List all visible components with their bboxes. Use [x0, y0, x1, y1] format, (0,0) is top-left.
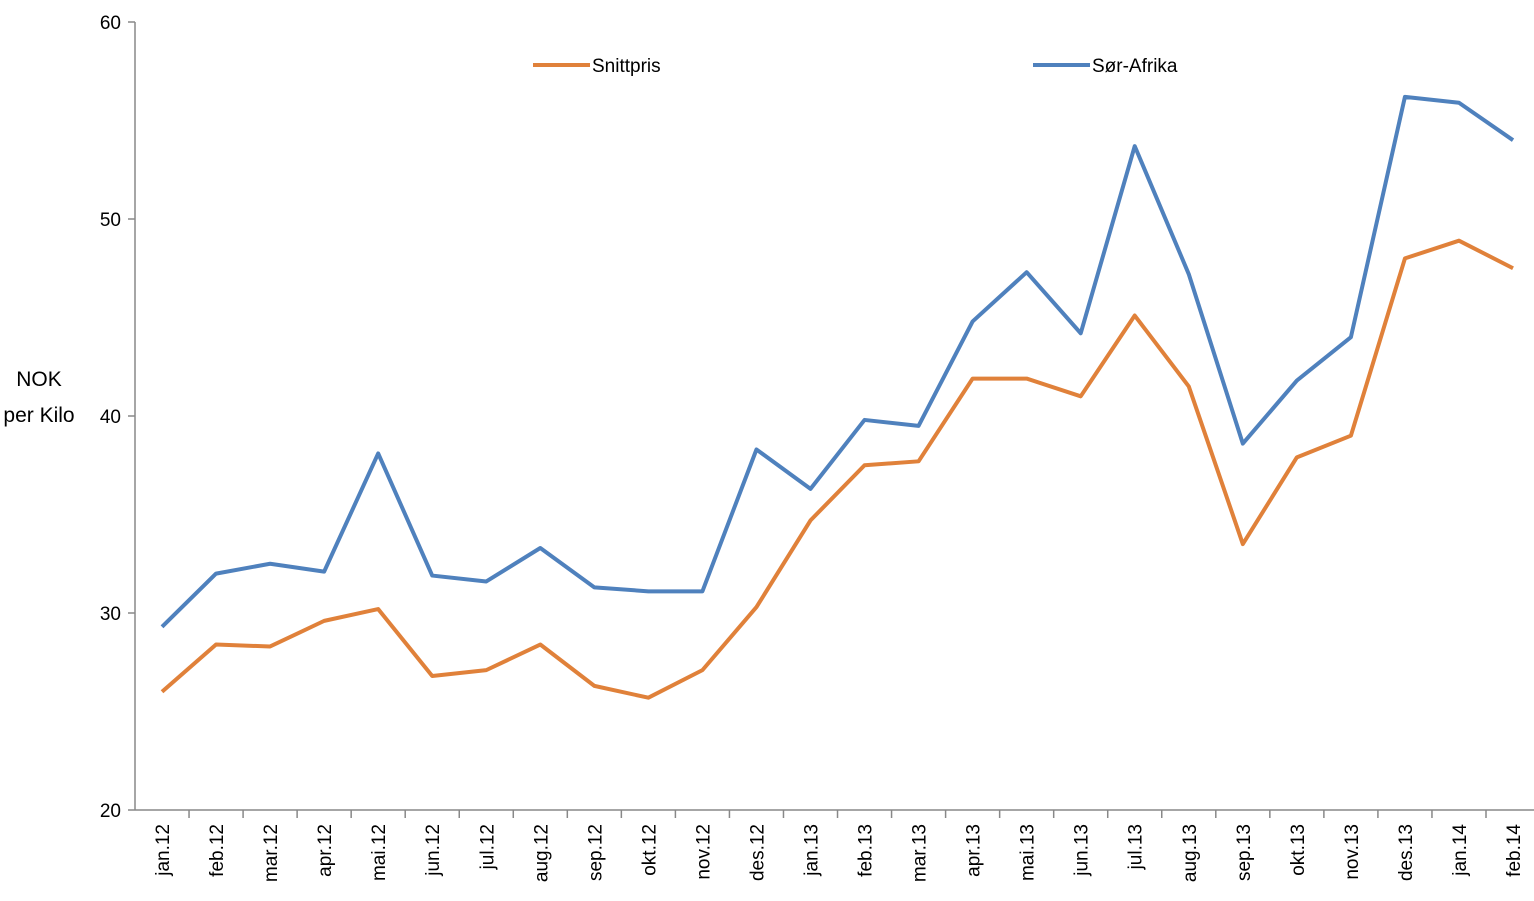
x-tick-label: feb.13 [856, 824, 877, 877]
x-tick-label: nov.13 [1342, 824, 1363, 880]
x-tick-label: apr.12 [315, 824, 336, 877]
x-tick-label: sep.12 [585, 824, 606, 881]
y-tick-label: 30 [100, 604, 121, 625]
x-tick-label: mai.13 [1018, 824, 1039, 881]
x-tick-label: feb.12 [207, 824, 228, 877]
x-tick-label: nov.12 [693, 824, 714, 880]
series-line [160, 238, 1514, 700]
x-tick-label: okt.13 [1288, 824, 1309, 876]
x-tick-label: mai.12 [369, 824, 390, 881]
x-tick-label: feb.14 [1504, 824, 1525, 877]
y-tick-label: 60 [100, 13, 121, 34]
x-tick-label: des.12 [747, 824, 768, 881]
x-tick-label: jun.13 [1072, 824, 1093, 877]
y-tick-label: 40 [100, 407, 121, 428]
x-tick-label: jul.13 [1126, 824, 1147, 870]
x-tick-label: aug.12 [531, 824, 552, 882]
x-tick-label: jan.14 [1450, 824, 1471, 877]
legend-label: Snittpris [592, 56, 661, 77]
x-tick-label: okt.12 [639, 824, 660, 876]
x-tick-label: sep.13 [1234, 824, 1255, 881]
y-tick-label: 20 [100, 801, 121, 822]
x-tick-label: mar.12 [261, 824, 282, 882]
x-tick-label: des.13 [1396, 824, 1417, 881]
x-tick-label: jan.13 [802, 824, 823, 877]
x-tick-label: jun.12 [423, 824, 444, 877]
series-line [160, 94, 1515, 629]
x-tick-label: mar.13 [910, 824, 931, 882]
x-tick-label: jul.12 [477, 824, 498, 870]
legend-label: Sør-Afrika [1092, 56, 1178, 77]
y-tick-label: 50 [100, 210, 121, 231]
y-axis-label: NOK per Kilo [3, 368, 75, 427]
x-tick-label: jan.12 [153, 824, 174, 877]
x-tick-label: aug.13 [1180, 824, 1201, 882]
x-tick-label: apr.13 [964, 824, 985, 877]
